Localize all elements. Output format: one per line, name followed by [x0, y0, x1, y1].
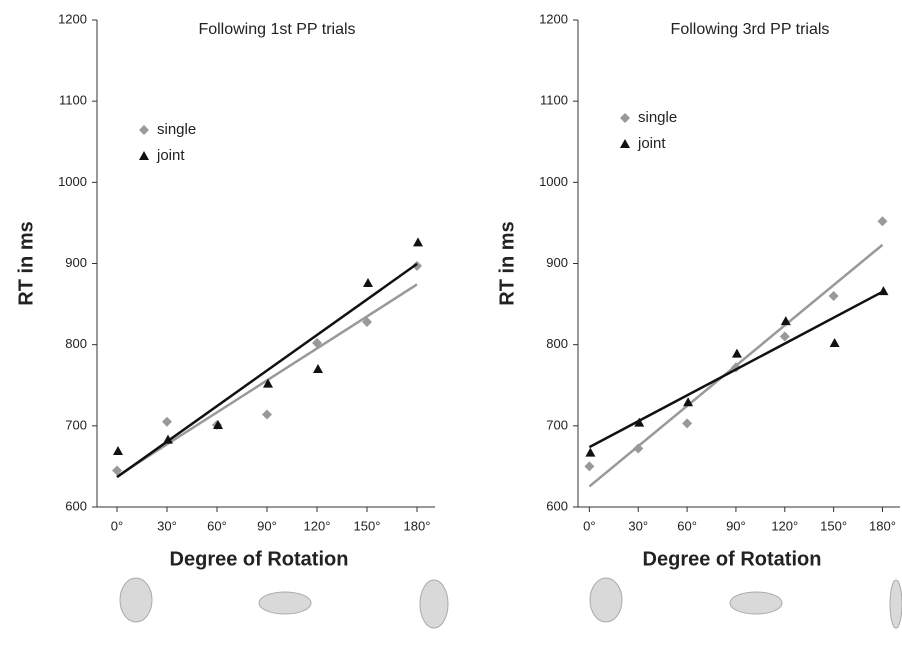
y-tick-label: 1200: [539, 11, 568, 26]
triangle-marker: [363, 277, 373, 287]
diamond-marker: [112, 465, 122, 476]
legend-marker: [620, 139, 630, 148]
triangle-marker: [413, 237, 423, 247]
legend-label: joint: [637, 135, 666, 152]
diamond-marker: [412, 260, 422, 271]
chart-title: Following 1st PP trials: [198, 21, 355, 38]
x-tick-label: 180°: [869, 518, 896, 533]
y-tick-label: 1000: [58, 174, 87, 189]
hand-icon: [889, 579, 902, 629]
x-tick-label: 180°: [404, 518, 431, 533]
y-tick-label: 900: [65, 255, 87, 270]
diamond-marker: [312, 338, 322, 349]
y-tick-label: 700: [546, 417, 568, 432]
y-tick-label: 900: [546, 255, 568, 270]
hand-icons: [119, 577, 902, 629]
diamond-marker: [828, 290, 839, 301]
y-axis-title: RT in ms: [496, 221, 518, 305]
diamond-marker: [262, 409, 272, 420]
x-axis-title: Degree of Rotation: [170, 548, 349, 570]
x-tick-label: 30°: [157, 518, 177, 533]
legend-label: single: [157, 121, 196, 138]
hand-icon: [589, 577, 623, 623]
triangle-marker: [634, 417, 645, 427]
y-tick-label: 1200: [58, 11, 87, 26]
x-tick-label: 120°: [771, 518, 798, 533]
y-tick-label: 1100: [540, 93, 568, 108]
y-tick-label: 800: [65, 336, 87, 351]
chart-title: Following 3rd PP trials: [671, 21, 830, 38]
triangle-marker: [731, 348, 742, 358]
x-tick-label: 0°: [583, 518, 595, 533]
y-tick-label: 600: [546, 498, 568, 513]
trend-line: [116, 283, 418, 478]
hand-icon: [119, 577, 153, 623]
y-tick-label: 1000: [539, 174, 568, 189]
x-tick-label: 60°: [207, 518, 227, 533]
x-tick-label: 120°: [304, 518, 331, 533]
y-axis-title: RT in ms: [15, 221, 37, 305]
x-tick-label: 60°: [677, 518, 697, 533]
x-tick-label: 90°: [726, 518, 746, 533]
x-tick-label: 150°: [354, 518, 381, 533]
y-tick-label: 800: [546, 336, 568, 351]
diamond-marker: [682, 418, 693, 429]
y-tick-label: 1100: [59, 93, 87, 108]
diamond-marker: [584, 461, 595, 472]
triangle-marker: [263, 378, 273, 388]
x-tick-label: 0°: [111, 518, 123, 533]
triangle-marker: [313, 364, 323, 374]
hand-icon: [419, 579, 449, 629]
diamond-marker: [362, 316, 372, 327]
trend-line: [588, 290, 884, 449]
diamond-marker: [877, 216, 888, 227]
triangle-marker: [163, 434, 173, 444]
legend-label: single: [638, 109, 677, 126]
triangle-marker: [780, 316, 791, 326]
triangle-marker: [829, 338, 840, 348]
x-axis-title: Degree of Rotation: [643, 548, 822, 570]
legend-marker: [139, 125, 149, 135]
legend-label: joint: [156, 147, 185, 164]
diamond-marker: [162, 416, 172, 427]
diamond-marker: [779, 331, 790, 342]
x-tick-label: 30°: [628, 518, 648, 533]
x-tick-label: 90°: [257, 518, 277, 533]
triangle-marker: [585, 447, 596, 457]
y-tick-label: 700: [65, 417, 87, 432]
hand-icon: [729, 591, 783, 615]
triangle-marker: [878, 286, 889, 296]
y-tick-label: 600: [65, 498, 87, 513]
x-tick-label: 150°: [820, 518, 847, 533]
triangle-marker: [683, 397, 694, 407]
triangle-marker: [113, 445, 123, 455]
triangle-marker: [213, 420, 223, 430]
trend-line: [116, 262, 418, 479]
legend-marker: [139, 151, 149, 160]
diamond-marker: [633, 443, 644, 454]
hand-icon: [258, 591, 312, 615]
legend-marker: [620, 113, 630, 123]
